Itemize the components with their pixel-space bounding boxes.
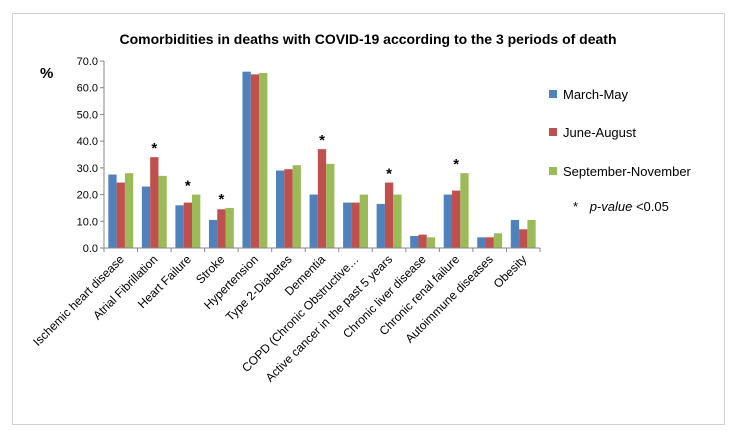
significance-star: * (151, 140, 157, 157)
chart-title: Comorbidities in deaths with COVID-19 ac… (119, 31, 616, 47)
bar (477, 237, 486, 248)
bar (292, 165, 301, 248)
y-tick-label: 0.0 (83, 243, 98, 255)
pvalue-threshold: <0.05 (636, 199, 669, 214)
legend-label: March-May (563, 87, 629, 102)
legend-swatch (549, 167, 557, 175)
bar (158, 175, 167, 248)
bar (208, 219, 218, 248)
pvalue-annotation: * p-value <0.05 (573, 199, 669, 214)
bar (519, 229, 528, 248)
significance-star: * (453, 156, 459, 173)
bar (384, 182, 394, 248)
y-tick-label: 10.0 (77, 216, 98, 228)
bar (150, 157, 159, 248)
bar (426, 237, 436, 248)
y-tick-label: 40.0 (77, 136, 98, 148)
bar (242, 71, 251, 248)
legend-swatch (549, 90, 557, 98)
significance-star: * (185, 178, 191, 195)
legend: March-May June-August September-November (549, 87, 692, 179)
pvalue-marker: * (573, 199, 578, 214)
y-axis: 0.0 10.0 20.0 30.0 40.0 50.0 60.0 70.0 (77, 56, 105, 255)
bar (108, 174, 117, 248)
legend-swatch (549, 128, 557, 136)
bar (527, 219, 536, 248)
bars-group (108, 71, 536, 249)
bar (225, 207, 234, 248)
bar (418, 234, 427, 248)
bar (276, 170, 285, 248)
bar (191, 194, 201, 248)
bar (326, 163, 335, 248)
bar (309, 194, 318, 248)
y-axis-label: % (40, 65, 53, 82)
bar (359, 194, 368, 248)
bar (124, 173, 134, 248)
y-tick-label: 70.0 (77, 56, 98, 68)
bar (116, 182, 125, 248)
y-tick-label: 50.0 (77, 109, 98, 121)
bar (250, 74, 260, 248)
significance-star: * (218, 191, 224, 208)
bar (485, 237, 494, 248)
y-tick-label: 20.0 (77, 190, 98, 202)
bar (141, 186, 151, 248)
bar (284, 169, 293, 248)
y-tick-label: 60.0 (77, 83, 98, 95)
x-category-label: Obesity (491, 252, 530, 291)
bar (317, 149, 327, 248)
bar (259, 73, 268, 249)
bar (452, 190, 461, 248)
significance-star: * (319, 132, 325, 149)
bar (493, 233, 503, 248)
bar (510, 219, 520, 248)
bar (351, 202, 360, 248)
bar (460, 173, 469, 248)
bar (183, 202, 192, 248)
legend-label: June-August (563, 125, 636, 140)
bar (217, 209, 226, 248)
significance-markers: * * * * * * (151, 132, 459, 208)
bar (376, 203, 385, 248)
pvalue-italic: p-value (589, 199, 633, 214)
significance-star: * (386, 166, 392, 183)
bar (175, 205, 184, 248)
y-tick-label: 30.0 (77, 163, 98, 175)
bar (393, 194, 402, 248)
bar (443, 194, 453, 248)
legend-label: September-November (563, 164, 692, 179)
bar (343, 202, 352, 248)
bar (410, 235, 419, 248)
